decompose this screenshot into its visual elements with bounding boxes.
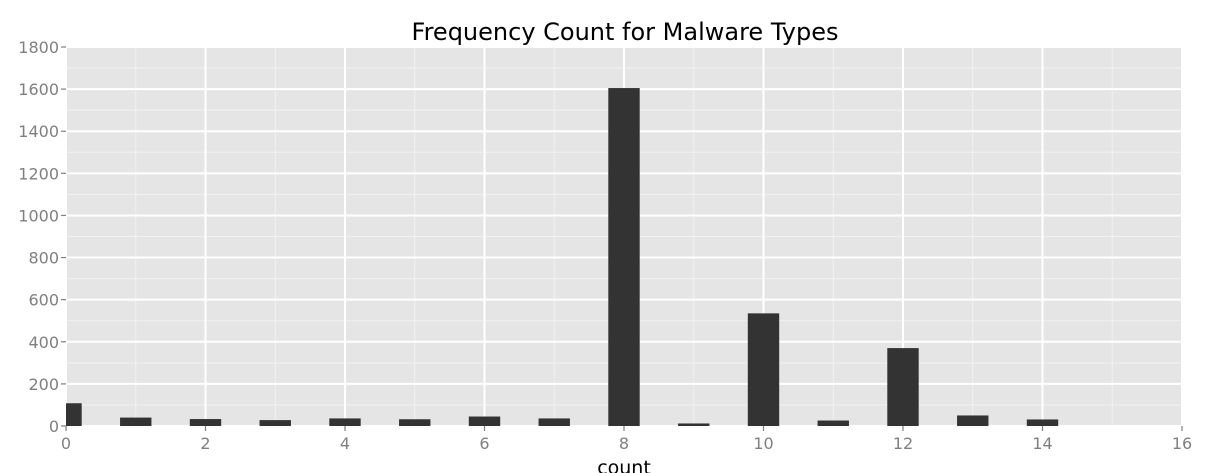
y-tick-label: 200 [28, 375, 59, 394]
y-tick-label: 1600 [18, 80, 59, 99]
x-tick-label: 4 [340, 434, 350, 453]
y-tick-label: 1800 [18, 38, 59, 57]
x-tick-label: 12 [893, 434, 913, 453]
x-tick-label: 10 [753, 434, 773, 453]
bar-9 [678, 423, 710, 426]
x-tick-label: 0 [61, 434, 71, 453]
y-tick-label: 400 [28, 333, 59, 352]
bar-13 [957, 415, 989, 426]
bar-8 [608, 88, 640, 426]
chart-title: Frequency Count for Malware Types [412, 18, 839, 46]
bar-1 [120, 417, 152, 426]
x-tick-label: 14 [1032, 434, 1052, 453]
bars [66, 88, 1059, 426]
y-tick-label: 1000 [18, 206, 59, 225]
bar-3 [259, 420, 291, 426]
x-tick-label: 8 [619, 434, 629, 453]
y-tick-label: 1400 [18, 122, 59, 141]
bar-0 [66, 403, 82, 426]
y-tick-label: 0 [49, 417, 59, 436]
bar-12 [887, 348, 919, 426]
y-tick-label: 600 [28, 291, 59, 310]
x-tick-label: 6 [479, 434, 489, 453]
x-tick-label: 16 [1172, 434, 1192, 453]
bar-11 [817, 420, 849, 426]
y-tick-label: 1200 [18, 164, 59, 183]
bar-4 [329, 418, 361, 426]
bar-5 [399, 419, 431, 426]
x-tick-label: 2 [200, 434, 210, 453]
y-axis: 0 200 400 600 800 1000 1200 1400 1600 1800 [18, 38, 66, 436]
bar-6 [468, 416, 501, 426]
x-axis: 0 2 4 6 8 10 12 14 16 [61, 426, 1192, 453]
x-axis-label: count [597, 457, 651, 473]
y-tick-label: 800 [28, 249, 59, 268]
bar-7 [538, 418, 570, 426]
bar-14 [1026, 419, 1059, 426]
bar-2 [189, 419, 222, 426]
bar-10 [747, 313, 780, 426]
